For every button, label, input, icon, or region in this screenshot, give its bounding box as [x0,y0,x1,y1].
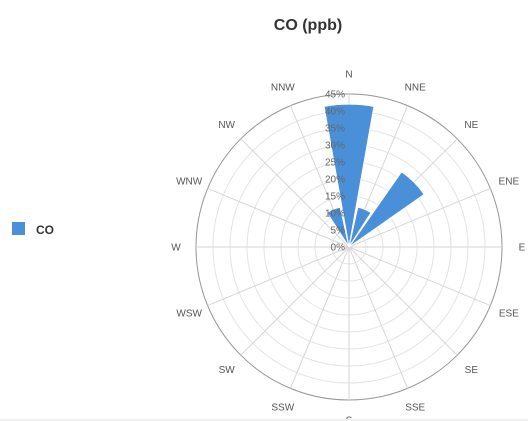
tick-label: 0% [331,243,346,254]
direction-label-ne: NE [464,120,478,131]
spoke-ese [348,246,491,307]
tick-label: 10% [325,209,345,220]
direction-label-n: N [345,70,352,81]
tick-label: 40% [325,107,345,118]
direction-label-sw: SW [219,365,236,376]
legend-swatch[interactable] [12,222,25,235]
legend-label[interactable]: CO [36,223,54,237]
direction-labels: N NNE NE ENE E ESE SE SSE S SSW SW WSW W WNW NW NNW [171,70,525,421]
bar-nnw[interactable] [326,206,350,248]
tick-label: 25% [325,158,345,169]
direction-label-ene: ENE [499,176,520,187]
bar-ne[interactable] [348,171,425,248]
direction-label-se: SE [465,365,479,376]
direction-label-s: S [346,416,353,421]
direction-label-nne: NNE [405,83,426,94]
direction-label-sse: SSE [405,402,425,413]
direction-label-wnw: WNW [176,176,203,187]
tick-label: 15% [325,192,345,203]
direction-label-nnw: NNW [271,83,295,94]
chart-title: CO (ppb) [274,17,342,34]
spoke-se [348,246,458,356]
tick-label: 45% [325,90,345,101]
tick-label: 20% [325,175,345,186]
spoke-sw [240,246,350,356]
bar-nne[interactable] [348,206,372,248]
spoke-nw [240,138,350,248]
wind-rose-bars [323,103,425,248]
spoke-sse [348,246,409,389]
direction-label-e: E [519,243,526,254]
direction-label-nw: NW [218,120,235,131]
spoke-ene [348,187,491,248]
bottom-divider [0,419,528,421]
direction-label-w: W [171,243,181,254]
radial-tick-labels: 0% 5% 10% 15% 20% 25% 30% 35% 40% 45% [325,90,345,254]
direction-label-wsw: WSW [176,309,202,320]
tick-label: 35% [325,124,345,135]
direction-label-ssw: SSW [271,402,294,413]
tick-label: 30% [325,141,345,152]
tick-label: 5% [331,226,346,237]
bar-n[interactable] [323,103,375,248]
spoke-ssw [289,246,350,389]
legend[interactable]: CO [12,222,54,237]
spoke-wsw [207,246,350,307]
direction-label-ese: ESE [499,309,519,320]
spoke-wnw [207,187,350,248]
